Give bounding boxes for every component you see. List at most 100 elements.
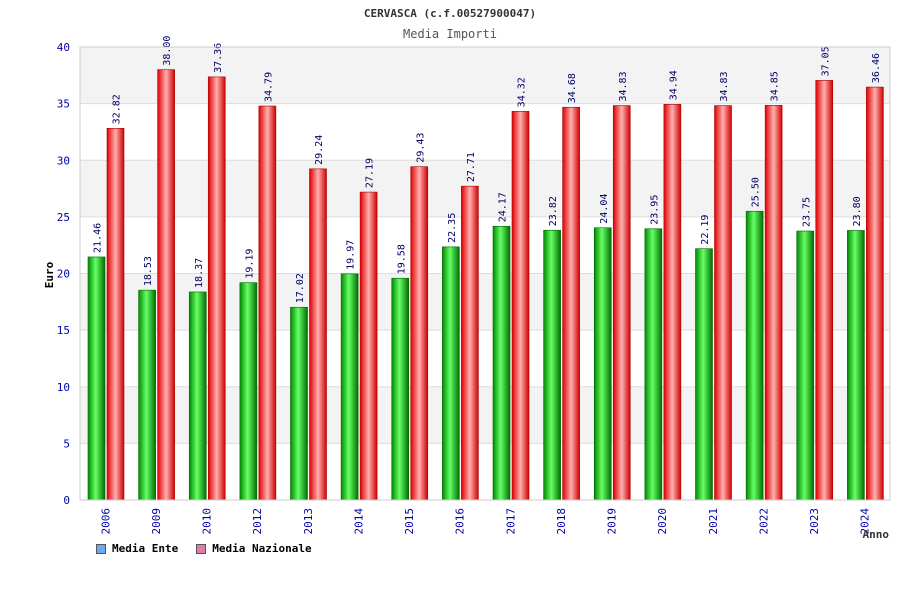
- data-label-media-ente-2015: 19.58: [396, 244, 407, 274]
- plot-band: [80, 47, 890, 104]
- x-tick-label-2006: 2006: [99, 508, 112, 535]
- bar-media-ente-2023: [796, 230, 815, 501]
- data-label-media-ente-2016: 22.35: [447, 213, 458, 243]
- data-label-media-nazionale-2015: 29.43: [415, 133, 426, 163]
- data-label-media-nazionale-2020: 34.94: [668, 70, 679, 100]
- bar-media-nazionale-2016: [461, 185, 479, 501]
- x-tick-label-2014: 2014: [352, 508, 365, 535]
- bar-media-ente-2019: [593, 227, 612, 501]
- data-label-media-ente-2006: 21.46: [93, 223, 104, 253]
- data-label-media-nazionale-2017: 34.32: [517, 77, 528, 107]
- bar-media-nazionale-2006: [106, 128, 125, 501]
- legend-swatch-media-ente: [96, 543, 106, 554]
- data-label-media-nazionale-2019: 34.83: [618, 71, 629, 101]
- bar-media-nazionale-2021: [714, 105, 732, 501]
- data-label-media-nazionale-2023: 37.05: [820, 46, 831, 76]
- bar-media-ente-2018: [543, 229, 561, 501]
- data-label-media-nazionale-2024: 36.46: [871, 53, 882, 83]
- bar-media-nazionale-2024: [866, 86, 884, 501]
- bar-media-ente-2014: [340, 273, 359, 501]
- bar-media-nazionale-2009: [157, 69, 175, 501]
- bar-media-ente-2015: [391, 277, 410, 501]
- data-label-media-nazionale-2016: 27.71: [466, 152, 477, 182]
- x-tick-label-2020: 2020: [656, 508, 669, 535]
- bar-media-nazionale-2012: [258, 105, 277, 501]
- y-tick-label: 5: [63, 437, 70, 450]
- legend-item-media-ente: Media Ente: [96, 542, 178, 555]
- data-label-media-nazionale-2021: 34.83: [719, 71, 730, 101]
- y-tick-label: 30: [57, 154, 70, 167]
- bar-media-ente-2009: [138, 289, 156, 501]
- x-tick-label-2012: 2012: [251, 508, 264, 535]
- bar-media-nazionale-2010: [207, 76, 226, 501]
- x-tick-label-2009: 2009: [150, 508, 163, 535]
- y-tick-label: 35: [57, 98, 70, 111]
- bar-media-ente-2017: [492, 225, 511, 501]
- data-label-media-ente-2012: 19.19: [244, 249, 255, 279]
- bar-media-ente-2021: [695, 248, 713, 501]
- x-axis-label: Anno: [863, 528, 890, 541]
- bar-media-nazionale-2022: [764, 105, 783, 501]
- x-tick-label-2022: 2022: [757, 508, 770, 535]
- bar-media-ente-2022: [745, 210, 764, 501]
- x-tick-label-2010: 2010: [201, 508, 214, 535]
- bar-media-ente-2013: [290, 306, 308, 501]
- bar-media-nazionale-2014: [359, 191, 378, 501]
- bar-media-ente-2010: [188, 291, 207, 501]
- data-label-media-ente-2022: 25.50: [751, 177, 762, 207]
- bar-media-ente-2024: [847, 230, 865, 501]
- bar-media-nazionale-2019: [612, 105, 631, 501]
- x-tick-label-2017: 2017: [504, 508, 517, 535]
- x-tick-label-2019: 2019: [606, 508, 619, 535]
- legend-swatch-media-nazionale: [196, 543, 207, 554]
- bar-media-nazionale-2013: [309, 168, 327, 501]
- x-tick-label-2015: 2015: [403, 508, 416, 535]
- y-tick-label: 0: [63, 494, 70, 507]
- data-label-media-nazionale-2013: 29.24: [314, 135, 325, 165]
- legend: Media Ente Media Nazionale: [96, 542, 312, 555]
- y-tick-label: 20: [57, 268, 70, 281]
- data-label-media-nazionale-2010: 37.36: [213, 43, 224, 73]
- legend-label-media-ente: Media Ente: [112, 542, 179, 555]
- bar-media-nazionale-2017: [511, 111, 530, 501]
- data-label-media-nazionale-2012: 34.79: [263, 72, 274, 102]
- legend-item-media-nazionale: Media Nazionale: [196, 542, 312, 555]
- x-tick-label-2023: 2023: [808, 508, 821, 535]
- data-label-media-nazionale-2009: 38.00: [162, 36, 173, 66]
- plot-frame: [79, 46, 891, 501]
- chart-subtitle: Media Importi: [403, 27, 497, 41]
- chart-title: CERVASCA (c.f.00527900047): [364, 7, 536, 20]
- data-label-media-ente-2009: 18.53: [143, 256, 154, 286]
- data-label-media-ente-2020: 23.95: [649, 195, 660, 225]
- data-label-media-ente-2014: 19.97: [346, 240, 357, 270]
- data-label-media-ente-2024: 23.80: [852, 196, 863, 226]
- data-label-media-nazionale-2006: 32.82: [112, 94, 123, 124]
- data-label-media-ente-2013: 17.02: [295, 273, 306, 303]
- y-tick-label: 40: [57, 41, 70, 54]
- x-tick-label-2016: 2016: [454, 508, 467, 535]
- bar-media-nazionale-2018: [562, 106, 580, 501]
- bar-media-ente-2016: [442, 246, 460, 501]
- data-label-media-nazionale-2022: 34.85: [770, 71, 781, 101]
- y-tick-label: 10: [57, 381, 70, 394]
- y-tick-label: 15: [57, 324, 70, 337]
- data-label-media-ente-2019: 24.04: [599, 194, 610, 224]
- bar-media-ente-2012: [239, 282, 258, 501]
- data-label-media-nazionale-2018: 34.68: [567, 73, 578, 103]
- data-label-media-ente-2017: 24.17: [498, 192, 509, 222]
- x-tick-label-2013: 2013: [302, 508, 315, 535]
- bar-media-nazionale-2023: [815, 80, 834, 501]
- bar-media-nazionale-2020: [663, 104, 682, 501]
- y-axis-label: Euro: [43, 261, 56, 288]
- data-label-media-ente-2023: 23.75: [801, 197, 812, 227]
- y-tick-label: 25: [57, 211, 70, 224]
- bar-media-ente-2020: [644, 228, 663, 501]
- bar-media-nazionale-2015: [410, 166, 429, 501]
- bar-media-ente-2006: [87, 256, 106, 501]
- x-tick-label-2018: 2018: [555, 508, 568, 535]
- data-label-media-ente-2021: 22.19: [700, 215, 711, 245]
- x-tick-label-2021: 2021: [707, 508, 720, 535]
- legend-label-media-nazionale: Media Nazionale: [212, 542, 312, 555]
